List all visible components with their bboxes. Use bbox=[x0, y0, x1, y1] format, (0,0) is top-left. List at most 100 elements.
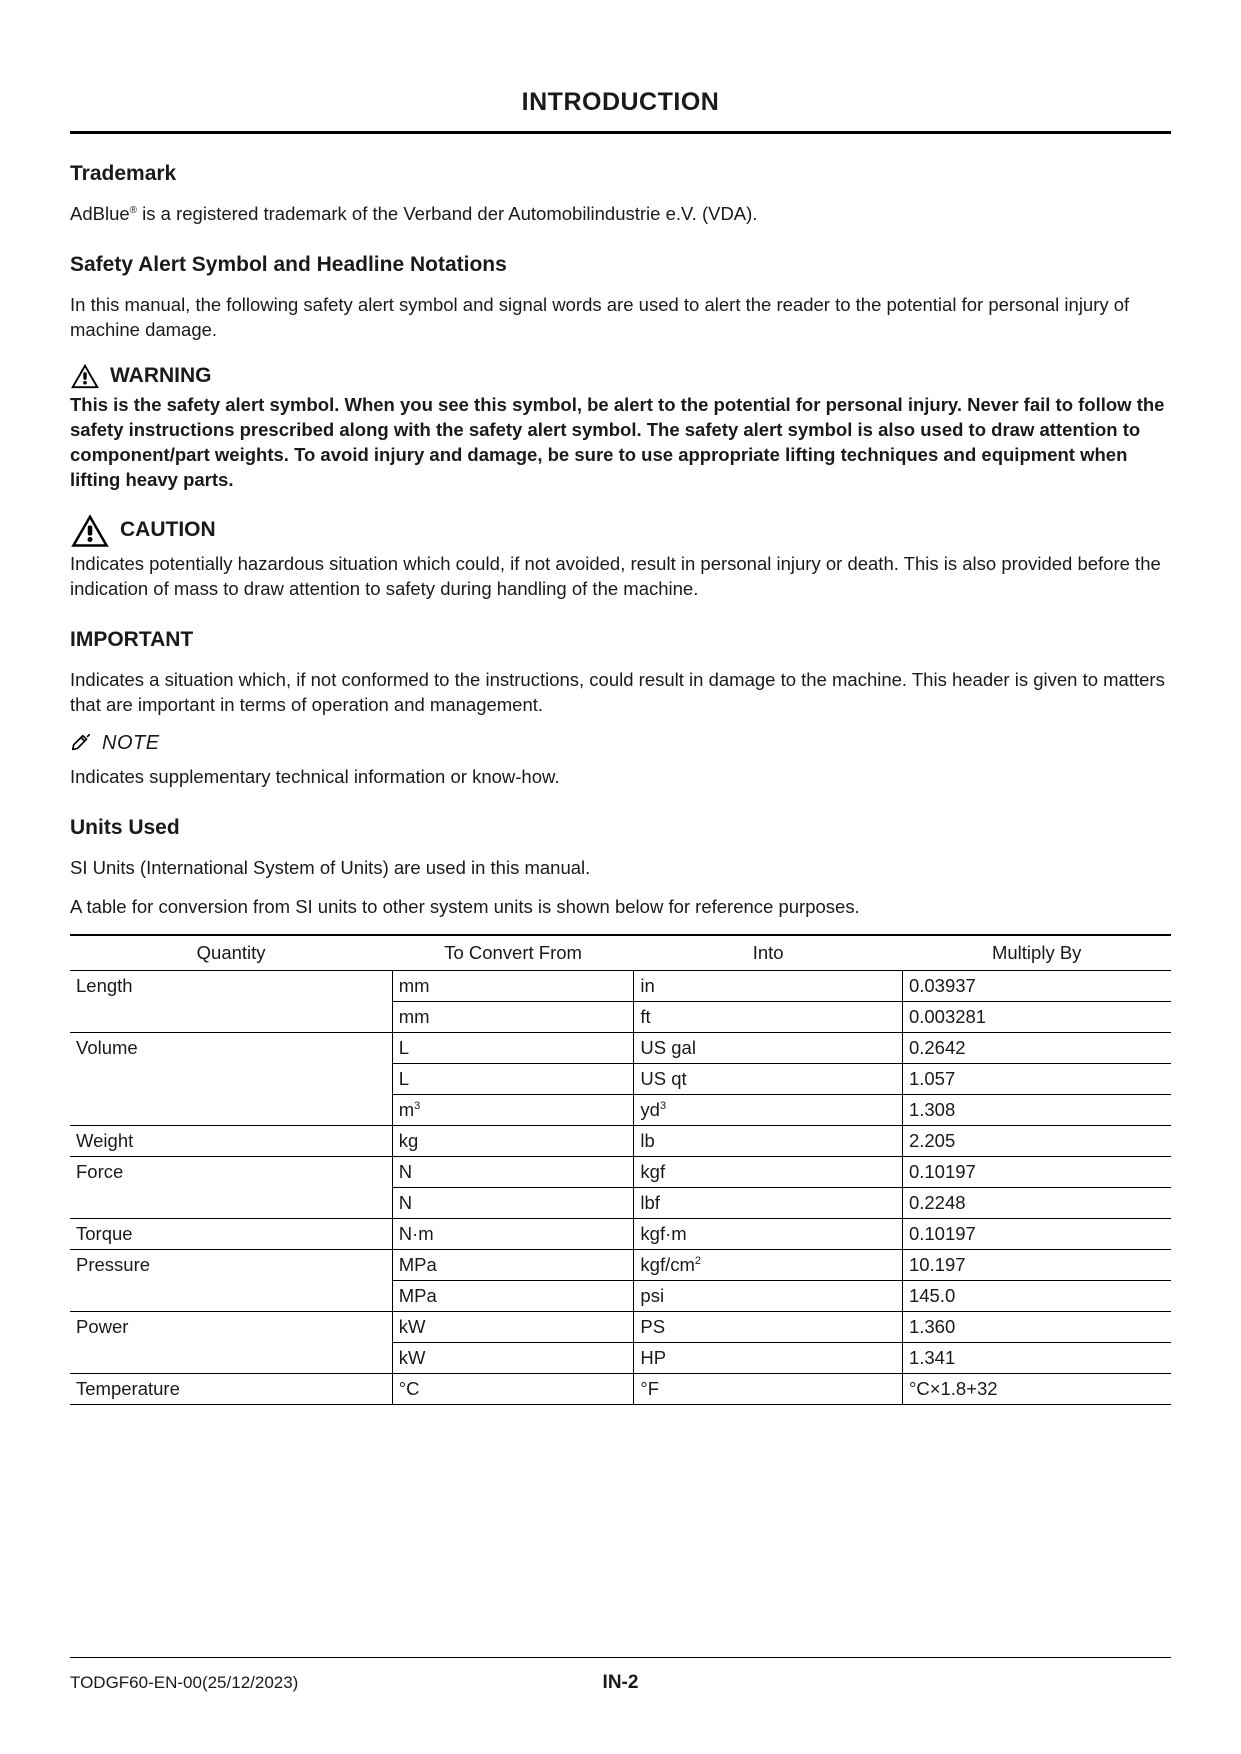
cell-quantity: Weight bbox=[70, 1125, 392, 1156]
cell-quantity: Volume bbox=[70, 1032, 392, 1063]
warning-triangle-icon bbox=[70, 363, 100, 389]
cell-into: psi bbox=[634, 1280, 903, 1311]
table-row: LUS qt1.057 bbox=[70, 1063, 1171, 1094]
table-row: Temperature°C°F°C×1.8+32 bbox=[70, 1373, 1171, 1404]
heading-trademark: Trademark bbox=[70, 162, 1171, 186]
cell-quantity bbox=[70, 1001, 392, 1032]
units-p1: SI Units (International System of Units)… bbox=[70, 856, 1171, 881]
cell-from: kg bbox=[392, 1125, 634, 1156]
cell-from: °C bbox=[392, 1373, 634, 1404]
cell-from: mm bbox=[392, 1001, 634, 1032]
cell-quantity: Length bbox=[70, 970, 392, 1001]
table-row: VolumeLUS gal0.2642 bbox=[70, 1032, 1171, 1063]
cell-multiply: 1.341 bbox=[902, 1342, 1171, 1373]
table-row: PressureMPakgf/cm210.197 bbox=[70, 1249, 1171, 1280]
registered-mark: ® bbox=[130, 205, 137, 216]
th-quantity: Quantity bbox=[70, 935, 392, 971]
pencil-note-icon bbox=[70, 732, 92, 754]
cell-from: L bbox=[392, 1063, 634, 1094]
cell-into: °F bbox=[634, 1373, 903, 1404]
cell-multiply: °C×1.8+32 bbox=[902, 1373, 1171, 1404]
table-body: Lengthmmin0.03937mmft0.003281VolumeLUS g… bbox=[70, 970, 1171, 1404]
cell-multiply: 1.057 bbox=[902, 1063, 1171, 1094]
th-into: Into bbox=[634, 935, 903, 971]
cell-into: ft bbox=[634, 1001, 903, 1032]
cell-quantity bbox=[70, 1280, 392, 1311]
table-row: kWHP1.341 bbox=[70, 1342, 1171, 1373]
cell-from: kW bbox=[392, 1311, 634, 1342]
cell-from: L bbox=[392, 1032, 634, 1063]
cell-into: PS bbox=[634, 1311, 903, 1342]
page: INTRODUCTION Trademark AdBlue® is a regi… bbox=[0, 0, 1241, 1754]
cell-quantity: Pressure bbox=[70, 1249, 392, 1280]
cell-multiply: 1.308 bbox=[902, 1094, 1171, 1125]
trademark-text: AdBlue® is a registered trademark of the… bbox=[70, 202, 1171, 227]
cell-into: kgf/cm2 bbox=[634, 1249, 903, 1280]
th-from: To Convert From bbox=[392, 935, 634, 971]
cell-multiply: 0.03937 bbox=[902, 970, 1171, 1001]
cell-multiply: 0.2642 bbox=[902, 1032, 1171, 1063]
table-header-row: Quantity To Convert From Into Multiply B… bbox=[70, 935, 1171, 971]
table-row: PowerkWPS1.360 bbox=[70, 1311, 1171, 1342]
cell-quantity: Force bbox=[70, 1156, 392, 1187]
cell-multiply: 145.0 bbox=[902, 1280, 1171, 1311]
cell-quantity bbox=[70, 1342, 392, 1373]
warning-label: WARNING bbox=[110, 364, 212, 388]
conversion-table: Quantity To Convert From Into Multiply B… bbox=[70, 934, 1171, 1405]
safety-intro: In this manual, the following safety ale… bbox=[70, 293, 1171, 343]
units-p2: A table for conversion from SI units to … bbox=[70, 895, 1171, 920]
cell-into: HP bbox=[634, 1342, 903, 1373]
cell-into: lb bbox=[634, 1125, 903, 1156]
note-label: NOTE bbox=[102, 732, 160, 755]
warning-header: WARNING bbox=[70, 363, 1171, 389]
cell-into: lbf bbox=[634, 1187, 903, 1218]
note-text: Indicates supplementary technical inform… bbox=[70, 765, 1171, 790]
table-row: Nlbf0.2248 bbox=[70, 1187, 1171, 1218]
cell-from: mm bbox=[392, 970, 634, 1001]
cell-into: yd3 bbox=[634, 1094, 903, 1125]
heading-units: Units Used bbox=[70, 816, 1171, 840]
cell-from: MPa bbox=[392, 1249, 634, 1280]
footer-page-number: IN-2 bbox=[603, 1672, 639, 1694]
trademark-pre: AdBlue bbox=[70, 203, 130, 224]
cell-from: N bbox=[392, 1156, 634, 1187]
warning-text: This is the safety alert symbol. When yo… bbox=[70, 393, 1171, 493]
cell-from: N bbox=[392, 1187, 634, 1218]
cell-quantity bbox=[70, 1094, 392, 1125]
cell-quantity: Temperature bbox=[70, 1373, 392, 1404]
table-row: Lengthmmin0.03937 bbox=[70, 970, 1171, 1001]
heading-important: IMPORTANT bbox=[70, 628, 1171, 652]
page-title: INTRODUCTION bbox=[70, 88, 1171, 134]
caution-text: Indicates potentially hazardous situatio… bbox=[70, 552, 1171, 602]
caution-triangle-icon bbox=[70, 513, 110, 548]
table-row: TorqueN·mkgf·m0.10197 bbox=[70, 1218, 1171, 1249]
page-footer: TODGF60-EN-00(25/12/2023) IN-2 bbox=[70, 1657, 1171, 1694]
trademark-post: is a registered trademark of the Verband… bbox=[137, 203, 757, 224]
table-row: Weightkglb2.205 bbox=[70, 1125, 1171, 1156]
cell-quantity bbox=[70, 1063, 392, 1094]
table-row: MPapsi145.0 bbox=[70, 1280, 1171, 1311]
cell-from: kW bbox=[392, 1342, 634, 1373]
cell-multiply: 0.10197 bbox=[902, 1156, 1171, 1187]
cell-quantity: Power bbox=[70, 1311, 392, 1342]
footer-doc-code: TODGF60-EN-00(25/12/2023) bbox=[70, 1673, 603, 1693]
cell-from: N·m bbox=[392, 1218, 634, 1249]
cell-from: MPa bbox=[392, 1280, 634, 1311]
cell-into: kgf bbox=[634, 1156, 903, 1187]
th-multiply: Multiply By bbox=[902, 935, 1171, 971]
table-row: mmft0.003281 bbox=[70, 1001, 1171, 1032]
cell-into: US qt bbox=[634, 1063, 903, 1094]
cell-into: in bbox=[634, 970, 903, 1001]
caution-header: CAUTION bbox=[70, 513, 1171, 548]
cell-multiply: 0.10197 bbox=[902, 1218, 1171, 1249]
cell-quantity: Torque bbox=[70, 1218, 392, 1249]
important-text: Indicates a situation which, if not conf… bbox=[70, 668, 1171, 718]
cell-into: kgf·m bbox=[634, 1218, 903, 1249]
cell-multiply: 0.2248 bbox=[902, 1187, 1171, 1218]
table-row: m3yd31.308 bbox=[70, 1094, 1171, 1125]
caution-label: CAUTION bbox=[120, 518, 216, 542]
cell-multiply: 1.360 bbox=[902, 1311, 1171, 1342]
cell-from: m3 bbox=[392, 1094, 634, 1125]
cell-into: US gal bbox=[634, 1032, 903, 1063]
cell-multiply: 0.003281 bbox=[902, 1001, 1171, 1032]
